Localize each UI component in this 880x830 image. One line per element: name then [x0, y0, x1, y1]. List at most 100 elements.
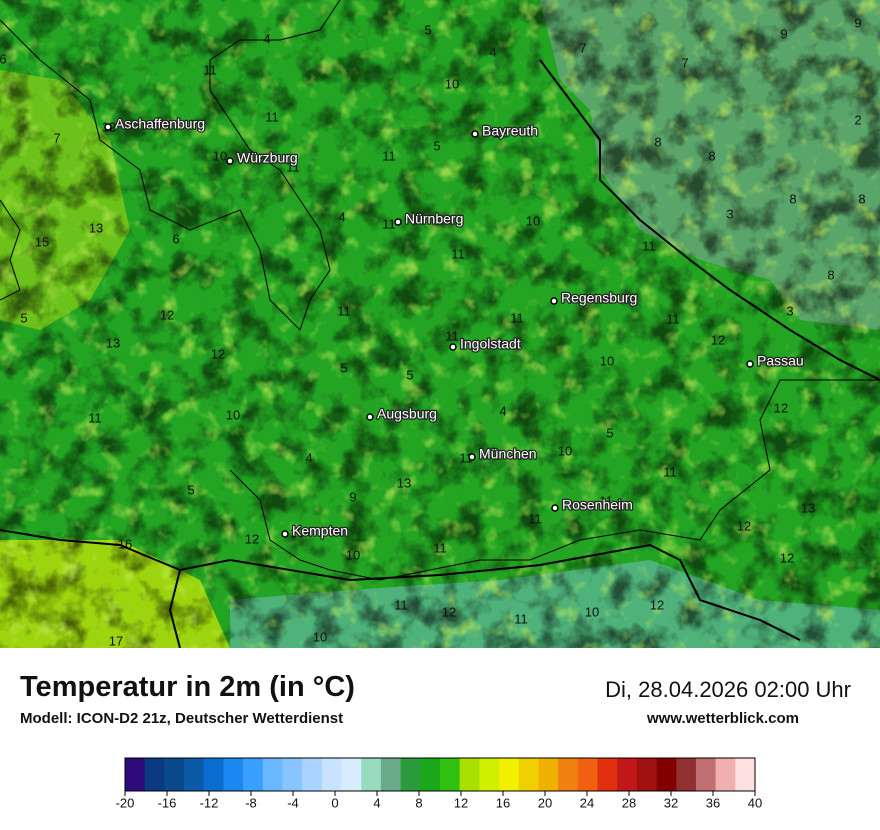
colorbar-swatch: [735, 758, 756, 791]
temperature-label: 11: [382, 148, 396, 163]
temperature-label: 11: [265, 109, 279, 124]
colorbar-tick-label: 8: [415, 795, 422, 810]
temperature-label: 5: [606, 425, 613, 440]
colorbar-swatch: [380, 758, 401, 791]
temperature-label: 12: [493, 125, 507, 140]
colorbar-swatch: [459, 758, 480, 791]
colorbar-tick-label: -8: [245, 795, 257, 810]
colorbar-swatch: [400, 758, 421, 791]
temperature-label: 7: [681, 55, 688, 70]
temperature-label: 5: [433, 138, 440, 153]
city-name: Bayreuth: [482, 123, 538, 139]
temperature-label: 12: [442, 604, 456, 619]
temperature-label: 3: [726, 206, 733, 221]
temperature-label: 12: [780, 550, 794, 565]
city-name: Aschaffenburg: [115, 116, 205, 132]
colorbar-swatch: [597, 758, 618, 791]
temperature-label: 4: [499, 403, 506, 418]
temperature-label: 11: [514, 611, 528, 626]
city-name: Kempten: [292, 523, 348, 539]
city-marker: [468, 453, 476, 461]
temperature-label: 10: [445, 76, 459, 91]
colorbar-swatch: [676, 758, 697, 791]
temperature-label: 10: [600, 353, 614, 368]
temperature-label: 10: [213, 148, 227, 163]
temperature-label: 11: [642, 238, 656, 253]
temperature-label: 6: [0, 51, 7, 66]
temperature-label: 10: [290, 525, 304, 540]
city-marker: [394, 218, 402, 226]
colorbar-swatch: [636, 758, 657, 791]
city-name: Rosenheim: [562, 497, 633, 513]
colorbar-tick-label: 24: [580, 795, 594, 810]
colorbar-frame: [124, 757, 756, 792]
colorbar-tick-label: 0: [331, 795, 338, 810]
temperature-label: 11: [666, 311, 680, 326]
colorbar-swatch: [695, 758, 716, 791]
temperature-label: 11: [599, 493, 613, 508]
temperature-label: 10: [226, 407, 240, 422]
colorbar-swatch: [361, 758, 382, 791]
colorbar-swatch: [203, 758, 224, 791]
temperature-label: 15: [35, 234, 49, 249]
temperature-label: 13: [106, 335, 120, 350]
colorbar-tick-label: 40: [748, 795, 762, 810]
temperature-label: 11: [286, 159, 300, 174]
temperature-label: 3: [786, 303, 793, 318]
city-marker: [281, 530, 289, 538]
colorbar-swatch: [125, 758, 145, 791]
colorbar-swatch: [479, 758, 500, 791]
temperature-label: 12: [774, 400, 788, 415]
temperature-label: 13: [801, 500, 815, 515]
colorbar-tick-label: -12: [200, 795, 219, 810]
colorbar: -20 -16 -12 -8 -4 0 4 8 12 16 20 24 28 32 36 40: [116, 757, 762, 810]
city-marker: [551, 504, 559, 512]
colorbar-swatch: [577, 758, 598, 791]
temperature-label: 11: [337, 303, 351, 318]
temperature-label: 12: [160, 307, 174, 322]
colorbar-tick-label: 32: [664, 795, 678, 810]
website: www.wetterblick.com: [647, 710, 799, 727]
colorbar-swatch: [499, 758, 520, 791]
temperature-label: 11: [510, 310, 524, 325]
temperature-label: 5: [187, 482, 194, 497]
temperature-label: 12: [245, 531, 259, 546]
temperature-label: 4: [489, 44, 496, 59]
temperature-label: 12: [650, 597, 664, 612]
temperature-label: 4: [305, 450, 312, 465]
colorbar-swatch: [223, 758, 244, 791]
city-name: München: [479, 446, 537, 462]
colorbar-tick-label: -20: [116, 795, 135, 810]
temperature-label: 5: [406, 367, 413, 382]
temperature-label: 12: [211, 346, 225, 361]
temperature-label: 10: [585, 604, 599, 619]
colorbar-swatch: [321, 758, 342, 791]
temperature-label: 13: [89, 220, 103, 235]
colorbar-tick-label: 4: [373, 795, 380, 810]
map: 6 4 5 4 7 7 9 9 11 10 11 7 2 5 11 10 11 8 8 8 8 4 11 10 3 13 15 6 11…: [0, 0, 880, 648]
temperature-label: 10: [313, 629, 327, 644]
temperature-label: 9: [780, 26, 787, 41]
colorbar-swatch: [262, 758, 283, 791]
city-marker: [550, 297, 558, 305]
temperature-label: 7: [579, 40, 586, 55]
temperature-label: 11: [88, 410, 102, 425]
city-name: Augsburg: [377, 406, 437, 422]
temperature-label: 12: [737, 518, 751, 533]
temperature-label: 12: [711, 332, 725, 347]
colorbar-swatch: [518, 758, 539, 791]
temperature-label: 2: [854, 112, 861, 127]
city-marker: [471, 130, 479, 138]
colorbar-tick-label: -4: [287, 795, 299, 810]
colorbar-swatch: [144, 758, 165, 791]
city-name: Ingolstadt: [460, 336, 521, 352]
temperature-label: 11: [433, 540, 447, 555]
colorbar-tick-label: 36: [706, 795, 720, 810]
city-marker: [226, 157, 234, 165]
borders: [0, 0, 880, 581]
temperature-label: 11: [203, 62, 217, 77]
map-texture: [0, 0, 880, 648]
colorbar-swatch: [341, 758, 362, 791]
colorbar-swatch: [302, 758, 323, 791]
